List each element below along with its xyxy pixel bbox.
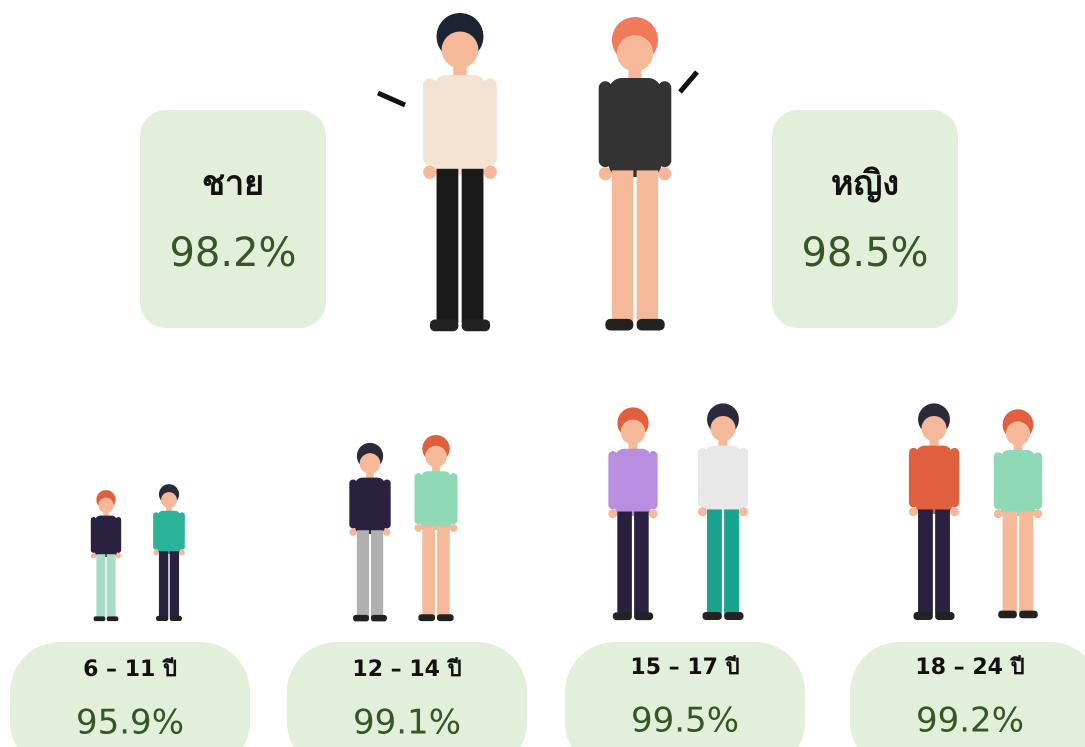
man-figure <box>423 13 497 331</box>
teen-figure <box>349 443 390 622</box>
male-box <box>140 110 326 328</box>
age-figures <box>91 403 1042 621</box>
adult-figure <box>994 409 1042 618</box>
male-label: ชาย <box>202 164 264 204</box>
child-figure <box>91 490 121 621</box>
age-label: 6 – 11 ปี <box>83 657 177 682</box>
phone <box>378 93 405 105</box>
age-label: 12 – 14 ปี <box>352 657 461 682</box>
age-value: 99.1% <box>353 703 461 743</box>
teen-figure <box>698 403 748 620</box>
age-value: 99.5% <box>631 701 739 741</box>
teen-figure <box>414 435 457 621</box>
age-value: 95.9% <box>76 703 184 743</box>
male-value: 98.2% <box>169 230 296 276</box>
phone <box>680 72 697 92</box>
teen-figure <box>608 407 657 620</box>
female-box <box>772 110 958 328</box>
female-value: 98.5% <box>801 230 928 276</box>
age-label: 15 – 17 ปี <box>630 655 739 680</box>
child-figure <box>153 484 185 621</box>
adult-figure <box>909 403 959 620</box>
woman-figure <box>599 17 672 331</box>
page: ชาย 98.2% หญิง 98.5% 6 – 11 ปี 95.9% 12 … <box>0 0 1085 747</box>
infographic: ชาย 98.2% หญิง 98.5% 6 – 11 ปี 95.9% 12 … <box>0 0 1085 747</box>
age-label: 18 – 24 ปี <box>915 655 1024 680</box>
female-label: หญิง <box>831 164 899 204</box>
age-value: 99.2% <box>916 701 1024 741</box>
